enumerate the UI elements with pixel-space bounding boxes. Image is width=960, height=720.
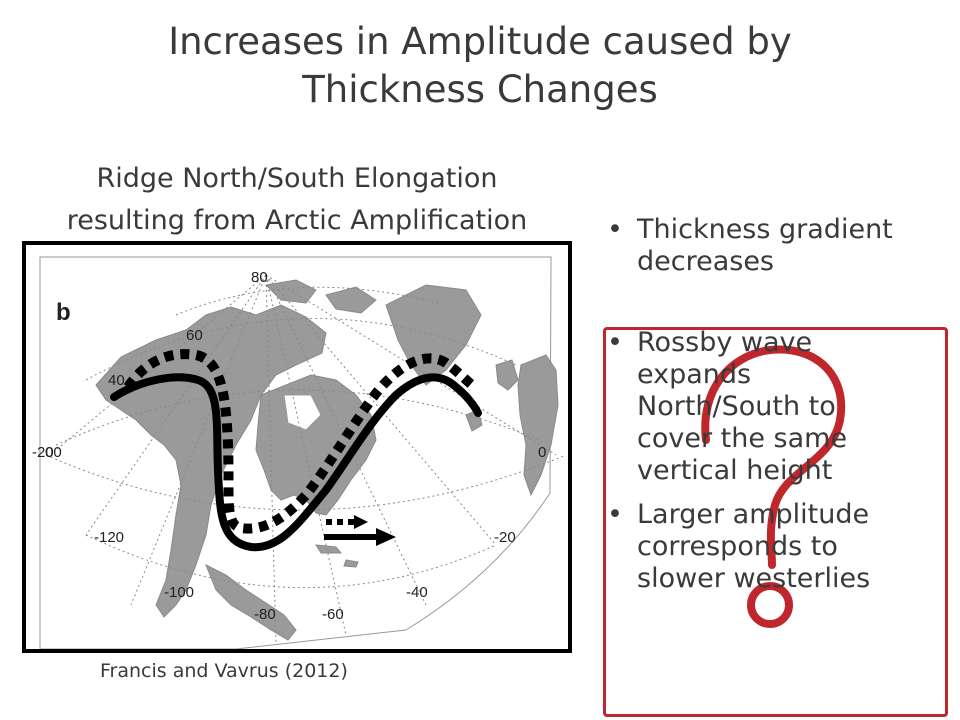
bullet-line: decreases: [637, 246, 775, 277]
label-lon-m120: -120: [94, 529, 124, 546]
bullet-line: expands: [637, 359, 752, 390]
bullet-item: • Larger amplitude corresponds to slower…: [605, 499, 955, 595]
label-lon-left-a: -20: [32, 444, 54, 461]
bullet-line: corresponds to: [637, 531, 838, 562]
bullet-dot: •: [607, 499, 623, 530]
bullet-line: slower westerlies: [637, 563, 871, 594]
subtitle-line-2: resulting from Arctic Amplification: [66, 205, 528, 236]
slide-title: Increases in Amplitude caused by Thickne…: [0, 18, 960, 114]
bullet-list: • Thickness gradient decreases • Rossby …: [605, 214, 955, 595]
map-labels: b 80 60 40 -20 00 0 -120 -20 -100 -40 -8…: [32, 269, 546, 623]
title-line-1: Increases in Amplitude caused by: [168, 20, 792, 63]
bullet-line: Larger amplitude: [637, 499, 870, 530]
bullet-line: Rossby wave: [637, 327, 813, 358]
figure-subtitle: Ridge North/South Elongation resulting f…: [22, 158, 572, 242]
label-lon-0: 0: [538, 444, 546, 461]
bullet-item: • Rossby wave expands North/South to cov…: [605, 327, 955, 487]
map-figure: b 80 60 40 -20 00 0 -120 -20 -100 -40 -8…: [22, 241, 572, 653]
label-lon-m100: -100: [164, 584, 194, 601]
amplified-wave-dashed: [123, 349, 476, 534]
label-lon-m20: -20: [494, 529, 516, 546]
graticule: [45, 274, 567, 646]
label-lon-left-b: 00: [45, 444, 62, 461]
slowdown-arrows: [324, 515, 396, 546]
label-lat-80: 80: [251, 269, 268, 286]
figure-citation: Francis and Vavrus (2012): [100, 660, 348, 682]
question-highlight-box: [603, 327, 948, 717]
subtitle-line-1: Ridge North/South Elongation: [96, 163, 498, 194]
solid-arrow-head: [376, 528, 396, 546]
label-lon-m60: -60: [322, 606, 344, 623]
bullet-line: Thickness gradient: [637, 214, 893, 245]
map-svg: b 80 60 40 -20 00 0 -120 -20 -100 -40 -8…: [26, 245, 568, 649]
label-lat-40: 40: [108, 372, 125, 389]
dashed-arrow-head: [354, 515, 368, 529]
label-lon-m80: -80: [254, 606, 276, 623]
current-wave-solid: [110, 373, 482, 552]
label-lat-60: 60: [186, 327, 203, 344]
bullet-line: cover the same: [637, 423, 848, 454]
bullet-dot: •: [607, 327, 623, 358]
bullet-item: • Thickness gradient decreases: [605, 214, 955, 278]
panel-label: b: [56, 299, 71, 326]
bullet-dot: •: [607, 214, 623, 245]
title-line-2: Thickness Changes: [302, 68, 658, 111]
bullet-line: North/South to: [637, 391, 836, 422]
label-lon-m40: -40: [406, 584, 428, 601]
bullet-line: vertical height: [637, 455, 833, 486]
